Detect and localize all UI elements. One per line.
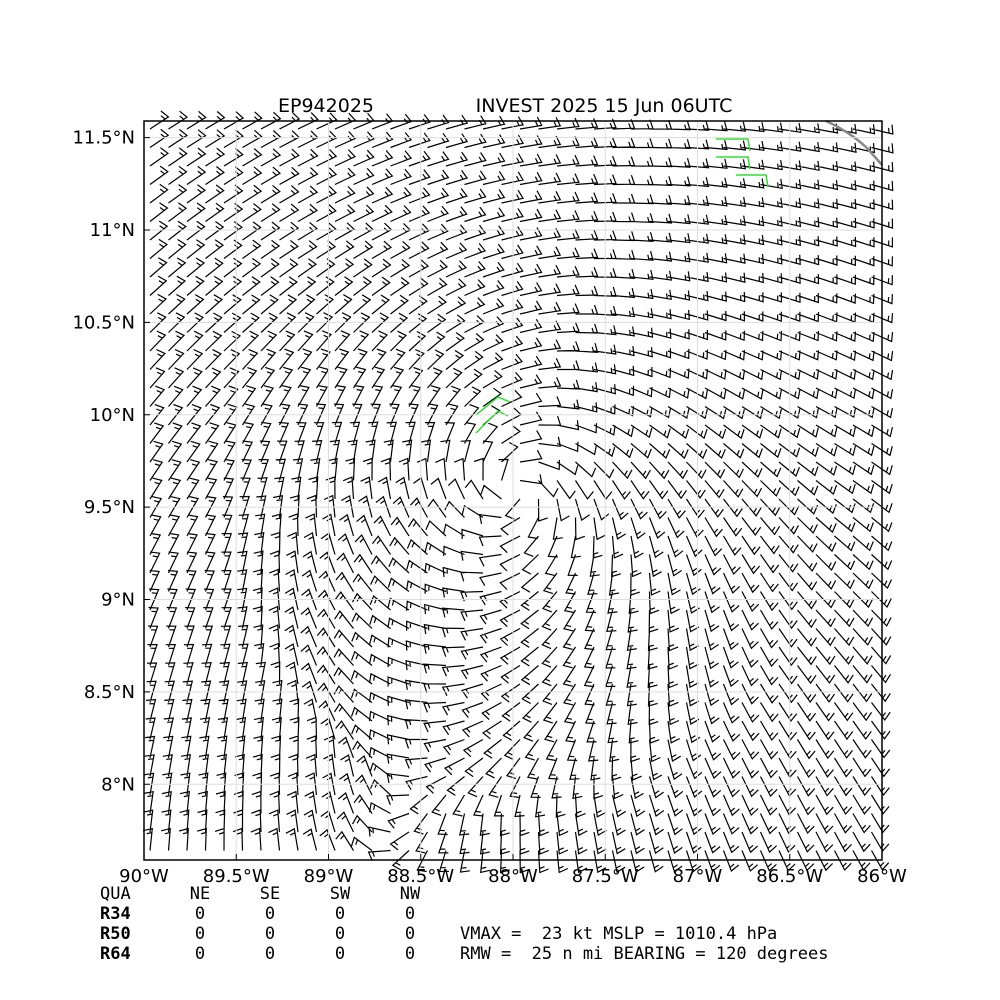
coastline bbox=[825, 119, 883, 166]
x-tick-label: 88°W bbox=[488, 866, 538, 887]
row-label: R34 bbox=[100, 904, 131, 924]
table-cell: 0 bbox=[195, 924, 205, 944]
y-tick-label: 10.5°N bbox=[72, 312, 135, 333]
row-label: R50 bbox=[100, 924, 131, 944]
x-tick-label: 87°W bbox=[673, 866, 723, 887]
table-cell: 0 bbox=[405, 944, 415, 964]
table-header: SE bbox=[260, 884, 280, 904]
row-label: R64 bbox=[100, 944, 131, 964]
y-tick-label: 11.5°N bbox=[72, 128, 135, 149]
plot-frame bbox=[143, 120, 883, 861]
table-header: NW bbox=[400, 884, 421, 904]
y-tick-label: 9°N bbox=[101, 590, 135, 611]
table-header: NE bbox=[190, 884, 210, 904]
stats-line: RMW = 25 n mi BEARING = 120 degrees bbox=[460, 944, 828, 964]
x-tick-label: 90°W bbox=[119, 866, 169, 887]
title: INVEST 2025 15 Jun 06UTC bbox=[476, 95, 733, 117]
wind-field bbox=[142, 110, 894, 874]
x-tick-label: 86°W bbox=[857, 866, 907, 887]
title-left: EP942025 bbox=[278, 95, 374, 117]
table-cell: 0 bbox=[335, 944, 345, 964]
wind-barbs bbox=[142, 110, 894, 874]
table-cell: 0 bbox=[405, 904, 415, 924]
table-cell: 0 bbox=[405, 924, 415, 944]
table-cell: 0 bbox=[335, 924, 345, 944]
x-tick-label: 86.5°W bbox=[756, 866, 823, 887]
table-cell: 0 bbox=[195, 944, 205, 964]
table-cell: 0 bbox=[195, 904, 205, 924]
x-tick-label: 89.5°W bbox=[203, 866, 270, 887]
table-cell: 0 bbox=[265, 944, 275, 964]
stats-line: VMAX = 23 kt MSLP = 1010.4 hPa bbox=[460, 924, 777, 944]
table-cell: 0 bbox=[335, 904, 345, 924]
table-header: QUA bbox=[100, 884, 131, 904]
table-header: SW bbox=[330, 884, 351, 904]
y-tick-label: 10°N bbox=[90, 405, 135, 426]
table-cell: 0 bbox=[265, 924, 275, 944]
y-tick-label: 11°N bbox=[90, 220, 135, 241]
x-tick-label: 88.5°W bbox=[387, 866, 454, 887]
y-tick-label: 9.5°N bbox=[84, 497, 135, 518]
table-cell: 0 bbox=[265, 904, 275, 924]
x-tick-label: 87.5°W bbox=[572, 866, 639, 887]
strong-wind-barbs bbox=[475, 138, 769, 434]
y-tick-label: 8°N bbox=[101, 774, 135, 795]
y-tick-label: 8.5°N bbox=[84, 682, 135, 703]
x-tick-label: 89°W bbox=[304, 866, 354, 887]
